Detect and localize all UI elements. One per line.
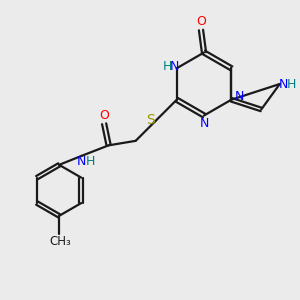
Text: N: N <box>279 78 288 92</box>
Text: N: N <box>199 117 209 130</box>
Text: N: N <box>235 90 244 103</box>
Text: S: S <box>146 113 155 127</box>
Text: N: N <box>77 155 86 168</box>
Text: N: N <box>169 60 179 73</box>
Text: O: O <box>99 109 109 122</box>
Text: H: H <box>162 60 172 73</box>
Text: O: O <box>196 15 206 28</box>
Text: H: H <box>85 155 95 168</box>
Text: CH₃: CH₃ <box>50 236 71 248</box>
Text: H: H <box>286 78 296 92</box>
